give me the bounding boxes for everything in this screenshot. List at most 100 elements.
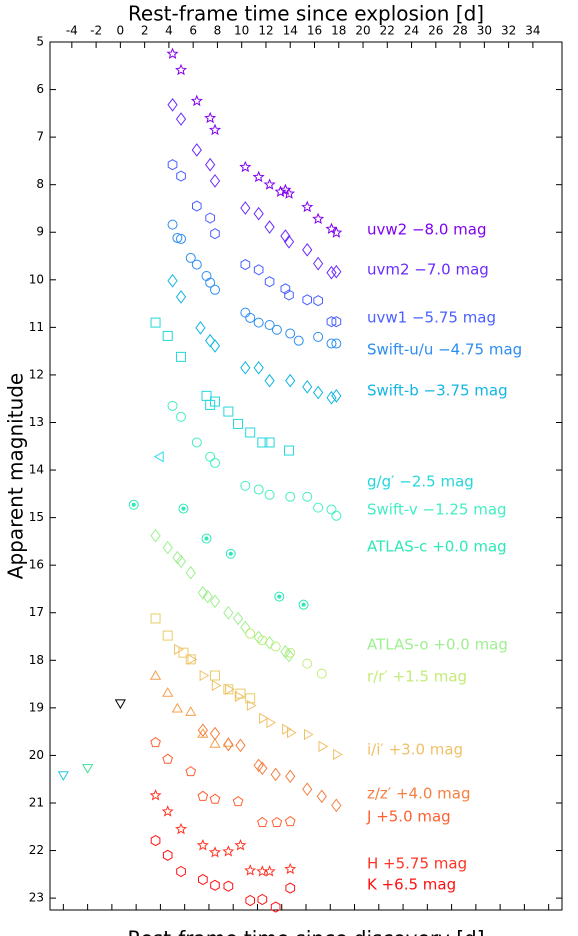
marker: [178, 647, 189, 658]
marker: [233, 418, 244, 429]
marker: [285, 647, 296, 658]
marker: [252, 170, 265, 183]
marker: [326, 265, 337, 280]
marker: [316, 789, 327, 804]
marker: [223, 605, 234, 620]
marker: [153, 451, 164, 463]
top-tick-label: 14: [283, 24, 298, 38]
top-tick-label: 6: [189, 24, 197, 38]
marker: [185, 765, 197, 777]
y-tick-label: 18: [29, 653, 44, 667]
top-tick-label: 26: [428, 24, 443, 38]
marker: [150, 736, 161, 748]
marker: [201, 271, 212, 282]
marker-dot: [204, 536, 209, 541]
marker-ring: [128, 499, 139, 510]
marker: [176, 865, 186, 878]
series-label: Swift-u/u −4.75 mag: [367, 341, 522, 359]
marker: [223, 406, 234, 417]
y-tick-label: 8: [36, 177, 44, 191]
marker: [284, 445, 295, 456]
series-label: g/g′ −2.5 mag: [367, 473, 474, 491]
marker: [287, 726, 297, 739]
marker: [202, 589, 213, 604]
marker: [257, 893, 268, 906]
marker: [331, 338, 342, 349]
top-tick-label: 28: [452, 24, 467, 38]
marker-ring: [201, 533, 212, 544]
top-tick-label: 16: [307, 24, 322, 38]
marker: [210, 879, 220, 891]
marker: [199, 669, 210, 682]
marker: [150, 835, 161, 847]
marker: [264, 276, 275, 288]
series-label: uvw2 −8.0 mag: [367, 221, 486, 239]
marker: [266, 716, 277, 729]
marker: [253, 360, 264, 375]
top-tick-label: 22: [380, 24, 395, 38]
marker: [240, 259, 251, 271]
marker: [271, 816, 283, 827]
marker: [162, 753, 173, 764]
marker: [264, 489, 275, 500]
marker: [232, 611, 244, 626]
marker: [326, 504, 337, 515]
marker: [302, 294, 312, 306]
marker: [167, 159, 178, 171]
marker: [162, 330, 173, 341]
marker: [167, 273, 178, 288]
y-tick-label: 12: [29, 367, 44, 381]
y-tick-label: 21: [29, 795, 44, 809]
marker: [316, 668, 327, 679]
marker: [149, 789, 162, 801]
marker: [114, 699, 126, 710]
marker: [245, 427, 256, 438]
marker-ring: [274, 591, 285, 602]
marker: [57, 771, 69, 781]
marker: [225, 548, 236, 559]
marker: [167, 97, 178, 112]
marker: [312, 212, 325, 225]
marker: [197, 723, 208, 738]
marker: [304, 728, 314, 741]
top-axis-label: Rest-frame time since explosion [d]: [128, 2, 484, 26]
marker: [211, 679, 222, 692]
marker: [313, 385, 324, 400]
marker: [270, 641, 281, 652]
marker: [263, 865, 276, 877]
marker: [176, 233, 187, 244]
y-tick-label: 6: [36, 82, 44, 96]
marker: [210, 284, 221, 295]
marker: [274, 185, 287, 197]
marker: [253, 484, 264, 495]
marker: [301, 200, 314, 213]
marker-dot: [131, 502, 136, 507]
marker: [223, 880, 234, 892]
marker: [302, 491, 313, 502]
series-label: J +5.0 mag: [366, 808, 451, 826]
marker: [197, 790, 209, 801]
marker: [240, 360, 251, 375]
marker-dot: [228, 551, 233, 556]
marker: [257, 816, 268, 827]
marker: [197, 585, 208, 600]
marker: [331, 316, 342, 328]
marker: [185, 706, 197, 716]
top-tick-label: 34: [525, 24, 540, 38]
marker: [282, 723, 292, 735]
marker-dot: [277, 594, 282, 599]
marker: [330, 226, 343, 238]
marker: [331, 510, 342, 521]
marker: [166, 47, 179, 59]
marker: [257, 761, 268, 776]
series-label: z/z′ +4.0 mag: [367, 785, 471, 803]
marker: [239, 160, 252, 173]
marker: [283, 234, 295, 249]
marker: [326, 338, 337, 349]
marker: [161, 805, 174, 817]
marker: [285, 373, 296, 388]
marker: [191, 143, 202, 157]
marker: [270, 901, 281, 913]
series-label: uvw1 −5.75 mag: [367, 309, 496, 327]
